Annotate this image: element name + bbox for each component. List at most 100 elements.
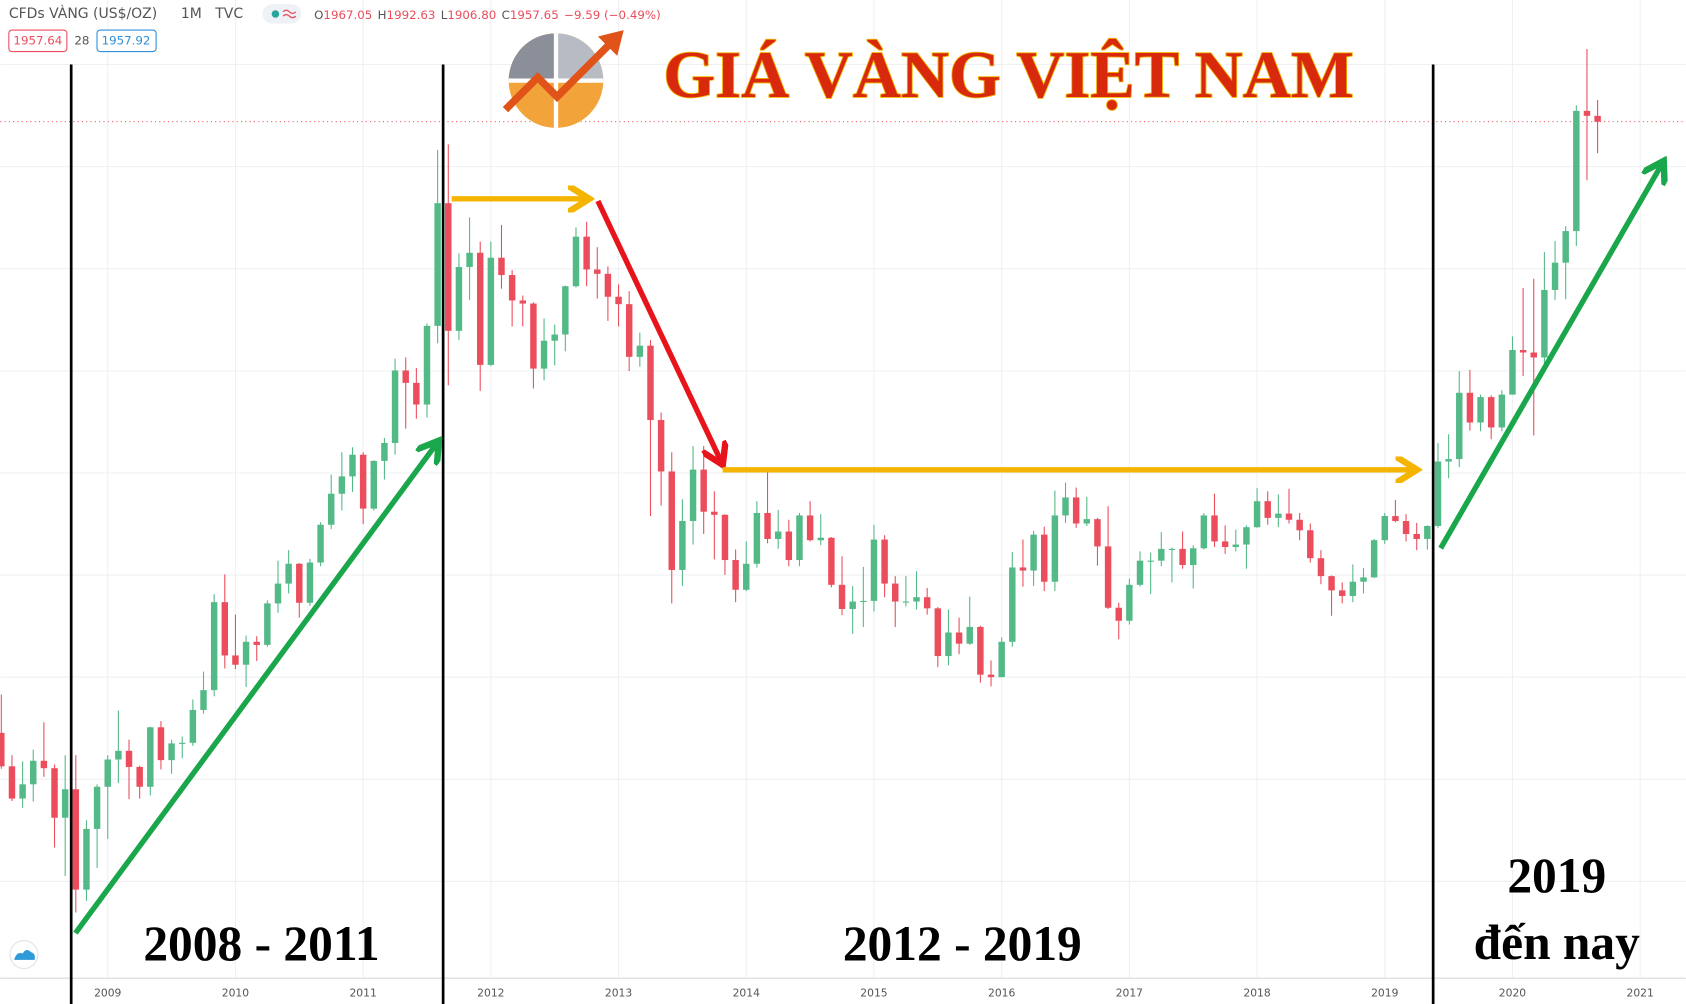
status-wave — [282, 9, 297, 19]
candle-body — [51, 768, 58, 818]
candle-body — [19, 784, 26, 799]
candle-body — [210, 602, 218, 691]
candle-body — [1200, 515, 1208, 549]
candle-body — [1136, 560, 1144, 585]
candle-body — [274, 583, 282, 604]
candle-body — [476, 252, 484, 365]
candle-body — [455, 267, 463, 331]
ask-tag[interactable] — [96, 29, 157, 53]
trend-arrow-up — [73, 445, 435, 935]
candle-body — [391, 370, 399, 443]
close-value: 1957.65 — [510, 8, 559, 22]
candle-body — [998, 641, 1005, 678]
candle-body — [1487, 397, 1495, 428]
candle-body — [327, 493, 335, 525]
period-label: 2019 — [1507, 848, 1606, 903]
candle-body — [1509, 350, 1516, 395]
candle-body — [551, 334, 558, 341]
x-tick-label: 2017 — [1116, 986, 1143, 999]
candle-body — [902, 601, 910, 603]
low-label: L — [441, 8, 448, 22]
candle-body — [1456, 392, 1463, 460]
candle-body — [774, 531, 782, 539]
candle-body — [870, 539, 878, 601]
candle-body — [242, 641, 250, 665]
candle-body — [1264, 501, 1271, 518]
candle-body — [296, 563, 303, 603]
candle-body — [583, 236, 590, 270]
candle-body — [72, 789, 80, 890]
x-tick-label: 2014 — [733, 986, 760, 999]
candle-body — [1243, 527, 1250, 545]
x-tick-label: 2011 — [349, 986, 376, 999]
candle-body — [413, 382, 420, 405]
logo-segment — [508, 33, 556, 81]
open-value: 1967.05 — [323, 8, 372, 22]
candle-body — [1477, 397, 1484, 423]
candle-body — [30, 760, 37, 785]
ask-price: 1957.92 — [102, 33, 151, 47]
candle-body — [136, 766, 143, 787]
x-axis: 2009 2010 2011 2012 2013 2014 2015 2016 2017 2018… — [94, 986, 1654, 999]
candle-body — [1094, 519, 1101, 547]
candle-body — [1104, 546, 1112, 608]
period-label: đến nay — [1474, 915, 1641, 970]
ohlc-legend: O1967.05 H1992.63 L1906.80 C1957.65 −9.59 (−… — [314, 8, 661, 22]
candle-body — [1562, 231, 1569, 263]
candle-body — [1573, 110, 1580, 232]
candle-body — [1317, 558, 1325, 577]
candle-body — [349, 454, 356, 477]
candle-body — [785, 531, 793, 561]
candle-body — [381, 442, 388, 461]
candle-body — [1083, 519, 1091, 524]
candle-body — [125, 750, 133, 767]
candle-body — [115, 750, 122, 760]
candle-body — [1424, 525, 1431, 539]
x-tick-label: 2021 — [1627, 986, 1654, 999]
candle-body — [1307, 530, 1314, 559]
bid-tag[interactable] — [8, 29, 68, 53]
candle-body — [860, 600, 867, 602]
candle-body — [679, 521, 686, 570]
x-tick-label: 2013 — [605, 986, 632, 999]
candle-body — [189, 709, 197, 743]
period-label: 2008 - 2011 — [143, 916, 379, 971]
candle-body — [923, 597, 931, 609]
status-pill[interactable] — [262, 4, 302, 24]
candle-body — [1009, 567, 1016, 642]
candle-body — [1189, 548, 1197, 565]
candle-body — [1594, 115, 1601, 122]
watermark-icon — [14, 949, 35, 960]
close-label: C — [502, 8, 510, 22]
candle-body — [1041, 534, 1048, 582]
candle-body — [636, 345, 644, 357]
candle-body — [423, 325, 431, 405]
candle-body — [945, 632, 952, 657]
candle-body — [1115, 607, 1122, 621]
candle-body — [1530, 352, 1537, 358]
candle-body — [264, 603, 271, 645]
open-label: O — [314, 8, 323, 22]
logo-arrow — [502, 40, 614, 113]
x-tick-label: 2012 — [477, 986, 504, 999]
candle-body — [892, 583, 899, 602]
source: TVC — [214, 6, 243, 22]
high-label: H — [378, 8, 387, 22]
candle-body — [519, 300, 526, 304]
candle-body — [562, 286, 569, 335]
candle-body — [1179, 548, 1186, 565]
candle-body — [955, 632, 963, 644]
candle-body — [1370, 540, 1378, 578]
candle-body — [1392, 516, 1399, 522]
candle-body — [1466, 392, 1474, 423]
candle-body — [700, 469, 707, 512]
candle-body — [253, 641, 260, 645]
candle-body — [40, 760, 48, 769]
candle-body — [615, 296, 622, 305]
spread: 28 — [74, 33, 89, 47]
candles — [0, 48, 1686, 913]
candle-body — [1072, 497, 1080, 524]
